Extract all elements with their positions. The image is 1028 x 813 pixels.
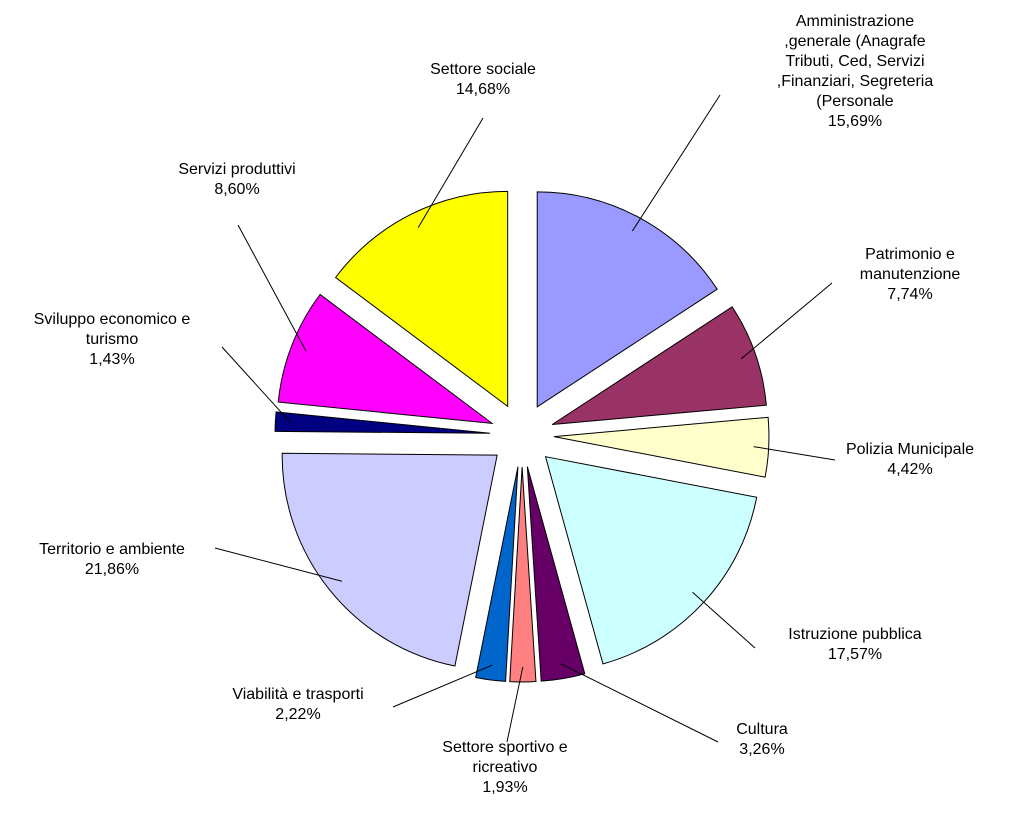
category-label: Istruzione pubblica (788, 626, 922, 643)
leader-line (740, 282, 833, 360)
pie-slice (277, 293, 494, 425)
slice-label: Territorio e ambiente 21,86% (39, 540, 185, 580)
slice-label: Cultura 3,26% (736, 720, 788, 760)
value-label: 3,26% (739, 741, 785, 758)
slice-label: Sviluppo economico e turismo 1,43% (34, 310, 191, 370)
pie-slice (274, 411, 491, 434)
leader-line (560, 663, 719, 743)
category-label: Cultura (736, 721, 788, 738)
category-label: Patrimonio e manutenzione (859, 246, 961, 283)
leader-line (506, 666, 524, 743)
category-label: Amministrazione ,generale (Anagrafe Trib… (776, 13, 934, 110)
leader-line (392, 664, 493, 708)
pie-slice (526, 466, 586, 682)
value-label: 14,68% (455, 81, 511, 98)
pie-slice (281, 452, 498, 667)
value-label: 1,43% (89, 351, 135, 368)
pie-slice (509, 466, 537, 683)
pie-slice (551, 306, 767, 425)
category-label: Polizia Municipale (845, 441, 975, 458)
slice-label: Istruzione pubblica 17,57% (788, 625, 921, 665)
leader-line (221, 346, 291, 423)
value-label: 17,57% (827, 646, 883, 663)
leader-line (631, 94, 721, 232)
category-label: Settore sportivo e ricreativo (442, 739, 568, 776)
value-label: 8,60% (214, 181, 260, 198)
pie-slice (475, 466, 519, 682)
leader-line (692, 591, 756, 649)
leader-line (237, 224, 307, 352)
value-label: 2,22% (275, 706, 321, 723)
pie-slice (536, 191, 718, 408)
value-label: 1,93% (482, 779, 528, 796)
slice-label: Viabilità e trasporti 2,22% (232, 685, 363, 725)
slice-label: Settore sportivo e ricreativo 1,93% (442, 738, 567, 798)
category-label: Territorio e ambiente (39, 541, 185, 558)
leader-line (417, 117, 484, 228)
slice-label: Polizia Municipale 4,42% (846, 440, 974, 480)
pie-slice (544, 456, 758, 665)
value-label: 21,86% (84, 561, 140, 578)
value-label: 7,74% (887, 286, 933, 303)
slice-label: Servizi produttivi 8,60% (178, 160, 295, 200)
category-label: Servizi produttivi (178, 161, 296, 178)
leader-line (214, 547, 343, 582)
pie-slice (553, 416, 770, 478)
value-label: 4,42% (887, 461, 933, 478)
category-label: Viabilità e trasporti (232, 686, 364, 703)
value-label: 15,69% (827, 113, 883, 130)
category-label: Sviluppo economico e turismo (33, 311, 191, 348)
slice-label: Settore sociale 14,68% (430, 60, 536, 100)
slice-label: Patrimonio e manutenzione 7,74% (860, 245, 961, 305)
leader-line (753, 446, 836, 461)
category-label: Settore sociale (430, 61, 536, 78)
slice-label: Amministrazione ,generale (Anagrafe Trib… (777, 12, 934, 132)
pie-slice (334, 190, 509, 408)
